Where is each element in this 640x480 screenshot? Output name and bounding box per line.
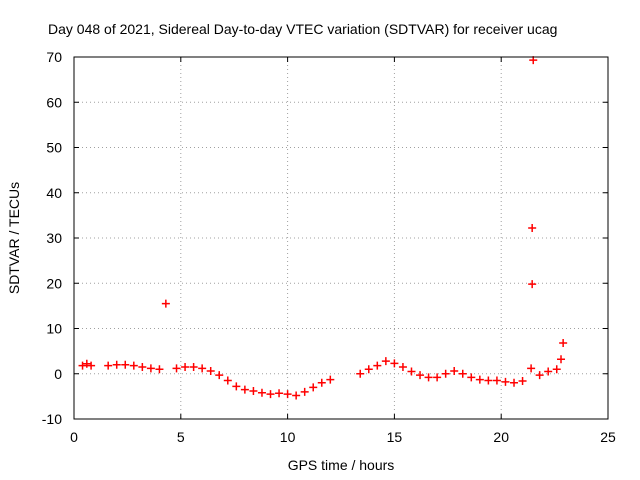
y-tick-label: 0 — [54, 366, 62, 382]
data-point — [364, 365, 373, 374]
data-point — [518, 376, 527, 385]
y-tick-label: 20 — [46, 275, 62, 291]
data-point — [527, 364, 536, 373]
data-point — [223, 376, 232, 385]
data-point — [501, 377, 510, 386]
data-point — [528, 280, 537, 289]
x-axis-label: GPS time / hours — [288, 457, 395, 473]
y-tick-label: 30 — [46, 230, 62, 246]
data-point — [484, 376, 493, 385]
data-point — [416, 371, 425, 380]
data-point — [326, 375, 335, 384]
y-tick-label: 70 — [46, 49, 62, 65]
x-tick-label: 25 — [600, 429, 616, 445]
data-points — [78, 56, 568, 400]
y-tick-label: 60 — [46, 94, 62, 110]
data-point — [87, 361, 96, 370]
x-tick-label: 5 — [177, 429, 185, 445]
data-point — [249, 386, 258, 395]
data-point — [458, 369, 467, 378]
data-point — [138, 362, 147, 371]
y-tick-label: 10 — [46, 321, 62, 337]
data-point — [467, 373, 476, 382]
plot-frame — [73, 56, 609, 420]
data-point — [189, 362, 198, 371]
data-point — [215, 371, 224, 380]
data-point — [309, 383, 318, 392]
tick-layer: 0 5 10 15 20 25 -10 0 10 20 30 40 50 60 70 — [42, 49, 616, 445]
data-point — [381, 357, 390, 366]
data-point — [433, 373, 442, 382]
data-point — [198, 364, 207, 373]
data-point — [146, 364, 155, 373]
data-point — [424, 373, 433, 382]
x-tick-label: 10 — [280, 429, 296, 445]
data-point — [181, 362, 190, 371]
data-point — [475, 375, 484, 384]
data-point — [407, 367, 416, 376]
data-point — [557, 355, 566, 364]
data-point — [257, 388, 266, 397]
data-point — [552, 365, 561, 374]
data-point — [121, 360, 130, 369]
data-point — [161, 299, 170, 308]
data-point — [82, 359, 91, 368]
x-tick-label: 15 — [387, 429, 403, 445]
data-point — [390, 359, 399, 368]
data-point — [529, 56, 538, 65]
y-axis-label: SDTVAR / TECUs — [6, 182, 22, 294]
data-point — [450, 367, 459, 376]
data-point — [492, 376, 501, 385]
data-point — [155, 365, 164, 374]
data-point — [528, 224, 537, 233]
data-point — [232, 382, 241, 391]
grid-layer — [74, 57, 608, 419]
data-point — [356, 369, 365, 378]
data-point — [510, 378, 519, 387]
data-point — [275, 389, 284, 398]
data-point — [300, 387, 309, 396]
data-point — [544, 367, 553, 376]
y-tick-label: -10 — [42, 411, 62, 427]
data-point — [398, 362, 407, 371]
data-point — [78, 361, 87, 370]
data-point — [129, 361, 138, 370]
data-point — [292, 391, 301, 400]
y-tick-label: 50 — [46, 140, 62, 156]
data-point — [240, 385, 249, 394]
data-point — [559, 338, 568, 347]
data-point — [206, 367, 215, 376]
data-point — [441, 369, 450, 378]
chart-title: Day 048 of 2021, Sidereal Day-to-day VTE… — [48, 21, 557, 37]
x-tick-label: 0 — [70, 429, 78, 445]
data-point — [112, 360, 121, 369]
data-point — [172, 364, 181, 373]
data-point — [535, 371, 544, 380]
data-point — [373, 361, 382, 370]
data-point — [317, 378, 326, 387]
data-point — [104, 361, 113, 370]
data-point — [266, 390, 275, 399]
x-tick-label: 20 — [493, 429, 509, 445]
y-tick-label: 40 — [46, 185, 62, 201]
data-point — [283, 390, 292, 399]
